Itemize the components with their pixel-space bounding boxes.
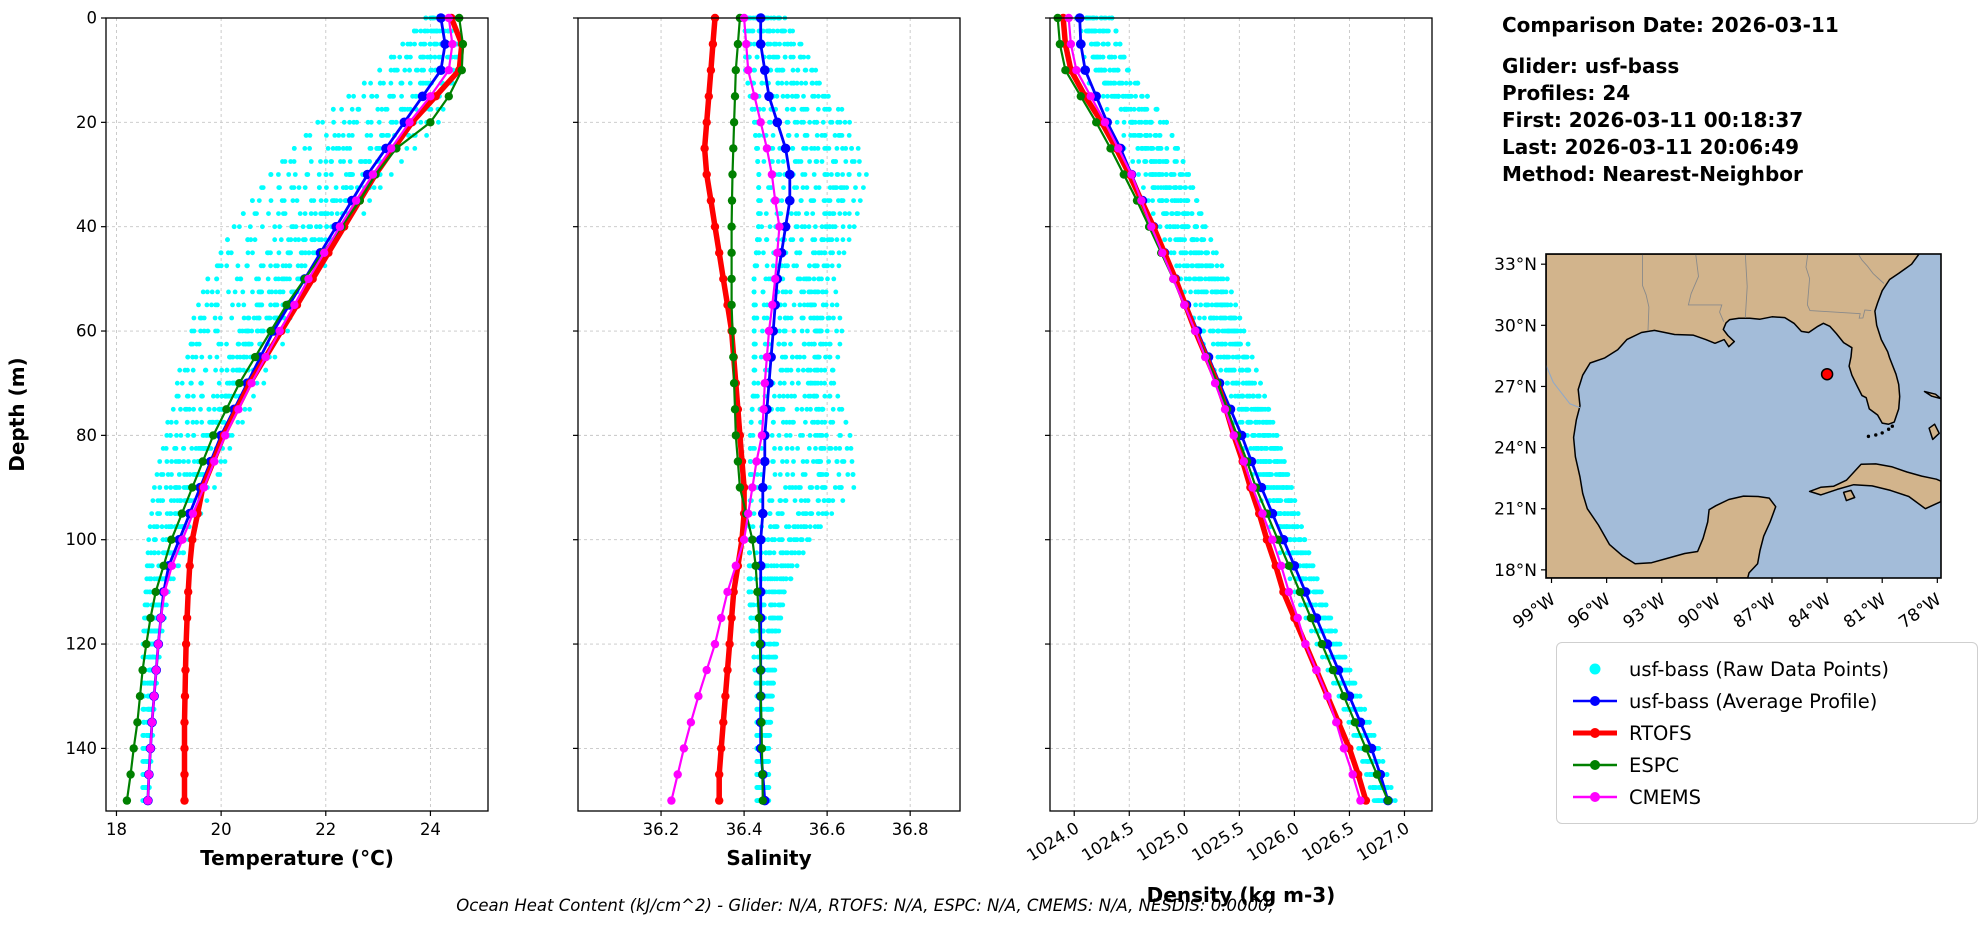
svg-text:140: 140 xyxy=(66,739,98,758)
svg-text:0: 0 xyxy=(87,9,98,28)
svg-text:36.8: 36.8 xyxy=(892,820,929,839)
svg-text:36.4: 36.4 xyxy=(726,820,763,839)
glider-position-marker xyxy=(1820,367,1834,381)
method-text: Method: Nearest-Neighbor xyxy=(1502,162,1803,186)
svg-text:21°N: 21°N xyxy=(1494,500,1537,520)
map-land xyxy=(1546,254,1941,578)
salinity-y-axis xyxy=(573,17,578,749)
svg-text:24°N: 24°N xyxy=(1494,439,1537,459)
comparison-date-text: Comparison Date: 2026-03-11 xyxy=(1502,13,1839,37)
salinity-axis-label: Salinity xyxy=(726,846,811,870)
svg-text:1025.5: 1025.5 xyxy=(1188,818,1247,865)
svg-text:18°N: 18°N xyxy=(1494,561,1537,581)
svg-text:1024.0: 1024.0 xyxy=(1023,818,1082,865)
svg-text:1024.5: 1024.5 xyxy=(1078,818,1137,865)
salinity-series-rtofs xyxy=(700,13,749,805)
legend-item-average: usf-bass (Average Profile) xyxy=(1571,685,1963,717)
svg-text:96°W: 96°W xyxy=(1565,590,1615,633)
salinity-x-axis: 36.2 36.4 36.6 36.8 xyxy=(643,811,929,839)
legend-item-rtofs: RTOFS xyxy=(1571,717,1963,749)
map-border xyxy=(1545,253,1942,579)
legend-item-espc: ESPC xyxy=(1571,749,1963,781)
svg-text:99°W: 99°W xyxy=(1509,590,1559,633)
depth-axis-label: Depth (m) xyxy=(5,357,29,471)
temperature-grid xyxy=(106,17,488,811)
svg-text:20: 20 xyxy=(76,113,97,132)
svg-text:1026.0: 1026.0 xyxy=(1243,818,1302,865)
temperature-raw-points xyxy=(140,15,460,803)
salinity-grid xyxy=(578,17,960,811)
legend-item-cmems: CMEMS xyxy=(1571,781,1963,813)
svg-text:93°W: 93°W xyxy=(1620,590,1670,633)
salinity-series-cmems xyxy=(667,13,784,805)
svg-text:36.2: 36.2 xyxy=(643,820,680,839)
svg-text:87°W: 87°W xyxy=(1730,590,1780,633)
legend-label-cmems: CMEMS xyxy=(1629,785,1701,809)
average-profile-swatch-icon xyxy=(1571,689,1619,713)
legend-label-rtofs: RTOFS xyxy=(1629,721,1692,745)
svg-text:100: 100 xyxy=(66,530,98,549)
legend: usf-bass (Raw Data Points) usf-bass (Ave… xyxy=(1556,642,1978,824)
last-profile-time-text: Last: 2026-03-11 20:06:49 xyxy=(1502,135,1800,159)
svg-text:78°W: 78°W xyxy=(1895,590,1945,633)
svg-text:20: 20 xyxy=(211,820,232,839)
svg-text:30°N: 30°N xyxy=(1494,316,1537,336)
gulf-of-mexico-map: 33°N 30°N 27°N 24°N 21°N 18°N 99°W 96°W 93°W 90°W… xyxy=(1494,253,1945,633)
temperature-axis-label: Temperature (°C) xyxy=(200,846,394,870)
svg-text:36.6: 36.6 xyxy=(809,820,846,839)
profile-plots: 18 20 22 24 0 20 40 60 80 100 120 140 Temperature (°… xyxy=(5,9,1433,907)
svg-text:90°W: 90°W xyxy=(1675,590,1725,633)
panel-density: 1024.01024.51025.01025.51026.01026.51027… xyxy=(1023,13,1433,907)
density-axis-label: Density (kg m-3) xyxy=(1147,883,1336,907)
glider-name-text: Glider: usf-bass xyxy=(1502,54,1680,78)
first-profile-time-text: First: 2026-03-11 00:18:37 xyxy=(1502,108,1804,132)
rtofs-swatch-icon xyxy=(1571,721,1619,745)
cmems-swatch-icon xyxy=(1571,785,1619,809)
panel-temperature: 18 20 22 24 0 20 40 60 80 100 120 140 Temperature (°… xyxy=(66,9,489,870)
legend-item-raw: usf-bass (Raw Data Points) xyxy=(1571,653,1963,685)
info-spacer xyxy=(1502,39,1839,53)
salinity-series-espc xyxy=(727,13,767,805)
density-x-axis: 1024.01024.51025.01025.51026.01026.51027… xyxy=(1023,811,1413,865)
panel-salinity: 36.2 36.4 36.6 36.8 Salinity xyxy=(573,13,961,870)
espc-swatch-icon xyxy=(1571,753,1619,777)
svg-text:81°W: 81°W xyxy=(1840,590,1890,633)
ocean-heat-content-caption: Ocean Heat Content (kJ/cm^2) - Glider: N… xyxy=(456,896,1274,915)
temperature-y-axis: 0 20 40 60 80 100 120 140 xyxy=(66,9,106,758)
info-panel: Comparison Date: 2026-03-11 Glider: usf-… xyxy=(1502,12,1839,188)
svg-text:1027.0: 1027.0 xyxy=(1354,818,1413,865)
legend-label-raw: usf-bass (Raw Data Points) xyxy=(1629,657,1889,681)
svg-text:18: 18 xyxy=(106,820,127,839)
svg-text:120: 120 xyxy=(66,635,98,654)
legend-label-espc: ESPC xyxy=(1629,753,1680,777)
temperature-x-axis: 18 20 22 24 xyxy=(106,811,441,839)
svg-text:22: 22 xyxy=(315,820,336,839)
svg-text:24: 24 xyxy=(420,820,441,839)
svg-text:80: 80 xyxy=(76,426,97,445)
temperature-series-cmems xyxy=(143,13,457,805)
svg-text:1026.5: 1026.5 xyxy=(1299,818,1358,865)
svg-text:27°N: 27°N xyxy=(1494,377,1537,397)
density-y-axis xyxy=(1045,17,1050,749)
density-series-avg xyxy=(1074,13,1393,806)
profiles-count-text: Profiles: 24 xyxy=(1502,81,1631,105)
svg-text:84°W: 84°W xyxy=(1785,590,1835,633)
raw-points-swatch-icon xyxy=(1571,657,1619,681)
svg-text:33°N: 33°N xyxy=(1494,255,1537,275)
svg-text:40: 40 xyxy=(76,217,97,236)
density-series-cmems xyxy=(1064,13,1365,805)
legend-label-average: usf-bass (Average Profile) xyxy=(1629,689,1878,713)
svg-text:1025.0: 1025.0 xyxy=(1133,818,1192,865)
svg-text:60: 60 xyxy=(76,322,97,341)
state-borders xyxy=(1546,254,1885,409)
